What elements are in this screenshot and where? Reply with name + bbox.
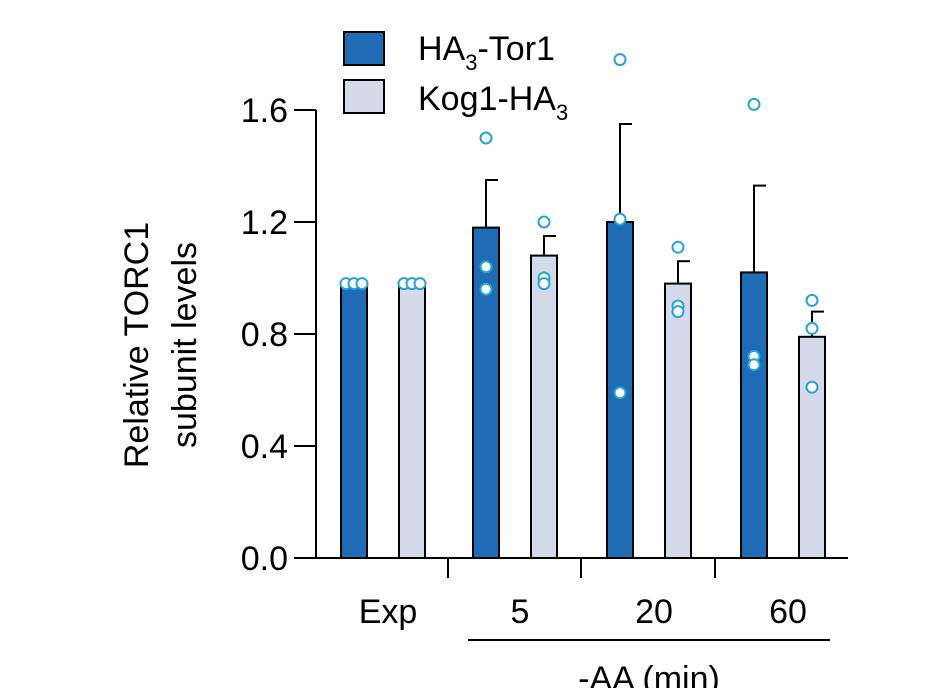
legend-label-ha3-tor1: HA3-Tor1: [418, 30, 555, 75]
data-point: [671, 240, 685, 254]
group-label: -AA (min): [578, 660, 720, 688]
error-bars: [485, 123, 824, 337]
bar: [340, 285, 368, 559]
data-point: [613, 386, 627, 400]
bar: [398, 285, 426, 559]
y-tick-label: 0.4: [241, 428, 288, 466]
y-tick-label: 1.6: [241, 92, 288, 130]
bar: [530, 254, 558, 559]
y-tick-label: 0.8: [241, 316, 288, 354]
data-point: [479, 282, 493, 296]
legend-swatch-ha3-tor1: [343, 31, 385, 66]
data-point: [355, 277, 369, 291]
data-point: [805, 321, 819, 335]
x-tick-label: 60: [769, 593, 807, 631]
bar: [798, 335, 826, 559]
bar: [740, 271, 768, 559]
x-tick-label: 20: [635, 593, 673, 631]
x-tick-label: Exp: [359, 593, 418, 631]
data-point: [747, 358, 761, 372]
data-point: [613, 53, 627, 67]
data-point: [537, 215, 551, 229]
data-point: [805, 293, 819, 307]
data-point: [613, 212, 627, 226]
data-point: [805, 380, 819, 394]
y-tick-label: 1.2: [241, 204, 288, 242]
x-tick-label: 5: [511, 593, 530, 631]
data-point: [413, 277, 427, 291]
data-point: [479, 131, 493, 145]
bar: [472, 226, 500, 559]
y-axis-title-line2: subunit levels: [166, 242, 204, 448]
bar: [664, 282, 692, 559]
data-point: [537, 277, 551, 291]
axes: 0.0 0.4 0.8 1.2 1.6 Exp 5 20 60: [241, 92, 848, 631]
y-tick-label: 0.0: [241, 540, 288, 578]
y-axis-title-line1: Relative TORC1: [118, 222, 156, 468]
legend-label-kog1-ha3: Kog1-HA3: [418, 80, 568, 125]
data-point: [671, 305, 685, 319]
data-points: [339, 53, 819, 400]
legend-swatch-kog1-ha3: [343, 79, 385, 114]
bars: [340, 221, 826, 559]
legend: HA3-Tor1 Kog1-HA3: [343, 30, 568, 125]
data-point: [479, 260, 493, 274]
data-point: [747, 97, 761, 111]
